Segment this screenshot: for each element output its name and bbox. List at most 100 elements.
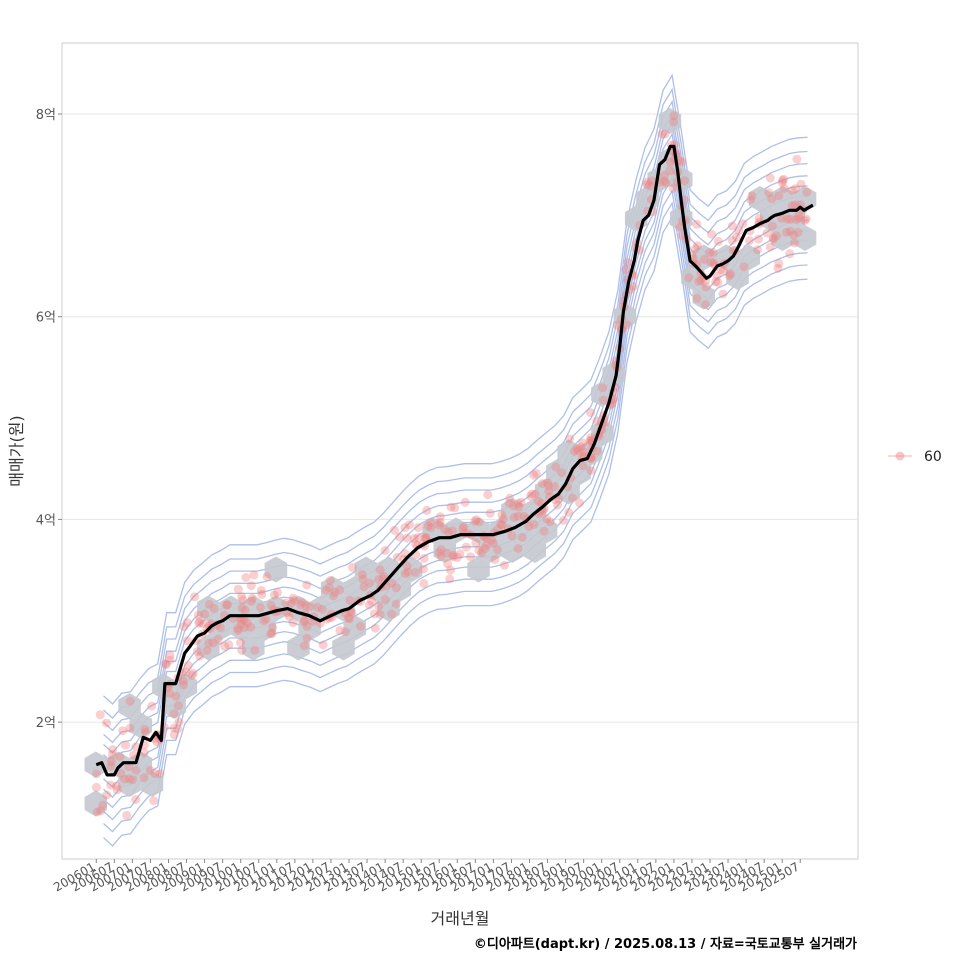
scatter-point <box>459 522 469 532</box>
scatter-point <box>128 775 138 785</box>
scatter-point <box>530 489 540 499</box>
scatter-point <box>256 603 265 612</box>
scatter-point <box>446 502 456 512</box>
scatter-point <box>505 493 515 503</box>
scatter-point <box>165 688 175 698</box>
scatter-point <box>621 265 631 275</box>
scatter-point <box>435 517 445 527</box>
scatter-point <box>578 438 588 448</box>
hexbin-cell <box>354 556 378 583</box>
scatter-point <box>419 579 429 588</box>
scatter-point <box>497 520 507 530</box>
scatter-point <box>661 178 671 188</box>
scatter-point <box>288 618 298 628</box>
scatter-point <box>238 595 248 605</box>
scatter-point <box>434 520 444 530</box>
scatter-point <box>448 550 458 560</box>
hexbin-cell <box>377 556 400 583</box>
scatter-point <box>365 578 375 588</box>
scatter-point <box>767 194 777 204</box>
scatter-point <box>539 526 549 536</box>
hexbin-cell <box>669 205 693 232</box>
scatter-point <box>622 320 632 330</box>
y-tick-label: 8억 <box>36 108 56 123</box>
scatter-point <box>169 709 179 719</box>
scatter-point <box>257 589 267 599</box>
hexbin-cell <box>129 712 153 739</box>
scatter-point <box>781 227 791 237</box>
scatter-point <box>708 247 718 257</box>
hexbin-cell <box>523 537 547 563</box>
scatter-point <box>696 276 706 285</box>
hexbin-cell <box>320 576 344 602</box>
scatter-point <box>418 564 428 574</box>
scatter-point <box>692 293 702 303</box>
scatter-point <box>690 244 700 254</box>
scatter-point <box>179 680 189 690</box>
scatter-point <box>559 515 568 525</box>
scatter-point <box>790 238 799 248</box>
scatter-point <box>792 154 802 164</box>
scatter-point <box>753 245 762 255</box>
scatter-point <box>765 242 775 252</box>
scatter-point <box>261 614 271 624</box>
y-axis-title: 매매가(원) <box>7 415 26 486</box>
scatter-point <box>297 597 307 607</box>
scatter-point <box>145 765 155 775</box>
scatter-point <box>712 271 722 281</box>
scatter-point <box>573 446 583 455</box>
scatter-point <box>718 289 728 299</box>
scatter-point <box>284 612 294 621</box>
scatter-point <box>693 241 702 251</box>
scatter-point <box>553 500 562 510</box>
scatter-point <box>718 266 728 275</box>
hexbin-cell <box>433 537 456 563</box>
scatter-points <box>91 111 812 820</box>
scatter-point <box>498 514 508 524</box>
hexbin-cell <box>163 693 186 719</box>
scatter-point <box>579 447 589 457</box>
scatter-point <box>357 569 367 579</box>
scatter-point <box>543 478 553 488</box>
scatter-point <box>190 592 199 602</box>
scatter-point <box>367 596 377 606</box>
scatter-point <box>450 503 460 513</box>
hexbin-cell <box>501 537 524 563</box>
scatter-point <box>623 258 633 268</box>
scatter-point <box>680 176 689 186</box>
scatter-point <box>181 667 191 677</box>
scatter-point <box>684 273 694 283</box>
scatter-point <box>675 222 685 232</box>
scatter-point <box>236 638 246 648</box>
scatter-point <box>402 561 412 571</box>
scatter-point <box>288 593 298 603</box>
scatter-point <box>514 502 524 512</box>
legend-point <box>895 451 905 461</box>
scatter-point <box>193 647 202 657</box>
hexbin-cell <box>118 771 141 797</box>
scatter-point <box>413 533 423 542</box>
scatter-point <box>410 567 420 577</box>
hexbin-cell <box>230 615 254 641</box>
scatter-point <box>268 622 278 632</box>
scatter-point <box>246 622 256 632</box>
trend-line-layer <box>95 144 814 777</box>
scatter-point <box>173 701 183 711</box>
scatter-point <box>343 613 353 623</box>
scatter-point <box>550 482 560 491</box>
scatter-point <box>659 171 669 180</box>
scatter-point <box>286 598 296 608</box>
y-axis-ticks: 2억 4억 6억 8억 <box>36 108 62 731</box>
scatter-point <box>745 236 754 246</box>
scatter-point <box>402 533 412 543</box>
contour-line <box>103 176 808 809</box>
scatter-point <box>370 623 380 633</box>
scatter-point <box>701 282 711 292</box>
x-axis-title: 거래년월 <box>431 909 490 928</box>
hexbin-cell <box>467 517 490 544</box>
scatter-point <box>281 598 290 608</box>
scatter-point <box>262 572 272 582</box>
scatter-point <box>300 616 309 626</box>
hexbin-cell <box>197 595 220 622</box>
scatter-point <box>139 748 149 758</box>
